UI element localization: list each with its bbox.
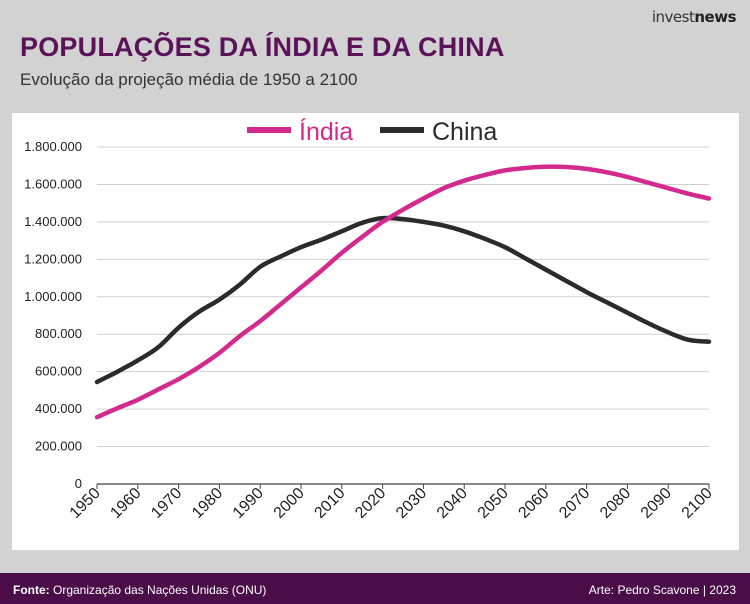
- legend-label-china: China: [432, 118, 497, 146]
- x-tick-label: 2070: [556, 485, 593, 522]
- chart-panel: 0 200.000 400.000 600.000 800.000 1.000.000 1.…: [12, 113, 739, 550]
- y-tick-label: 1.000.000: [24, 289, 82, 304]
- y-tick-label: 800.000: [35, 326, 82, 341]
- y-tick-label: 1.600.000: [24, 176, 82, 191]
- footer-credit: Arte: Pedro Scavone | 2023: [588, 583, 736, 597]
- line-chart: 0 200.000 400.000 600.000 800.000 1.000.000 1.…: [24, 117, 716, 522]
- x-tick-label: 1990: [230, 485, 267, 522]
- x-tick-label: 1960: [107, 485, 144, 522]
- x-tick-label: 2080: [597, 485, 634, 522]
- brand-logo: investnews: [651, 8, 737, 26]
- x-tick-label: 2010: [311, 485, 348, 522]
- x-tick-label: 2060: [515, 485, 552, 522]
- y-tick-label: 400.000: [35, 401, 82, 416]
- chart-subtitle: Evolução da projeção média de 1950 a 210…: [20, 70, 358, 89]
- footer-source: Fonte: Organização das Nações Unidas (ON…: [13, 583, 266, 597]
- y-tick-label: 1.200.000: [24, 251, 82, 266]
- series-line-china: [94, 215, 712, 385]
- x-tick-label: 2000: [271, 485, 308, 522]
- x-tick-label: 2090: [638, 485, 675, 522]
- y-tick-label: 0: [75, 476, 82, 491]
- legend-label-india: Índia: [299, 117, 353, 146]
- y-tick-label: 1.800.000: [24, 139, 82, 154]
- x-tick-label: 1970: [148, 485, 185, 522]
- y-tick-label: 600.000: [35, 364, 82, 379]
- series-line-india: [94, 164, 712, 420]
- x-tick-label: 2030: [393, 485, 430, 522]
- x-tick-label: 2020: [352, 485, 389, 522]
- footer-source-text: Organização das Nações Unidas (ONU): [53, 583, 267, 597]
- x-tick-label: 2050: [475, 485, 512, 522]
- footer-bar: Fonte: Organização das Nações Unidas (ON…: [0, 573, 750, 604]
- x-tick-label: 2100: [679, 485, 716, 522]
- x-tick-label: 2040: [434, 485, 471, 522]
- brand-logo-part1: invest: [651, 8, 695, 26]
- chart-title: POPULAÇÕES DA ÍNDIA E DA CHINA: [20, 32, 505, 62]
- x-tick-label: 1980: [189, 485, 226, 522]
- footer-source-label: Fonte:: [13, 583, 50, 597]
- y-tick-label: 1.400.000: [24, 214, 82, 229]
- x-tick-label: 1950: [67, 485, 104, 522]
- brand-logo-part2: news: [694, 8, 736, 26]
- y-tick-label: 200.000: [35, 439, 82, 454]
